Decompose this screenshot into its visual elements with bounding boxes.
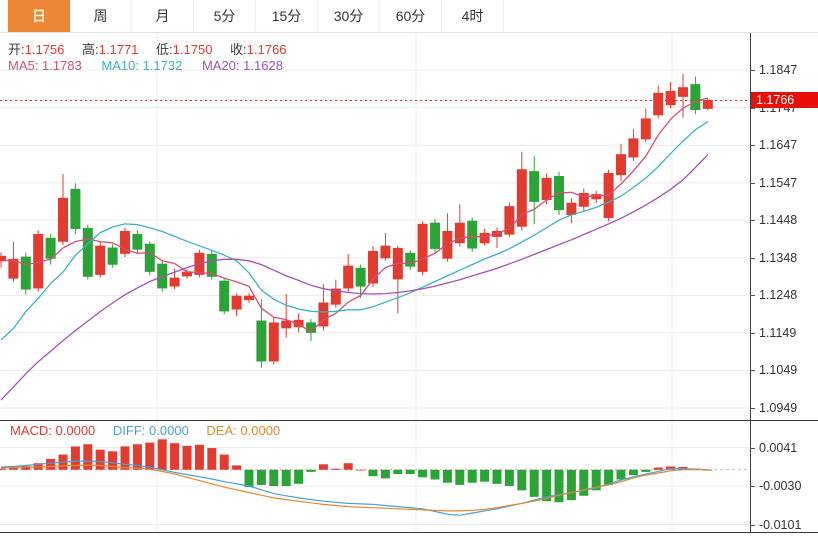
main-y-tick-label: 1.1547 [750,176,797,190]
tab-15min[interactable]: 15分 [256,0,318,32]
low-value: 低:1.1750 [156,42,213,57]
ma-header: MA5: 1.1783 MA10: 1.1732 MA20: 1.1628 [8,58,299,73]
panel-separator [0,420,818,421]
dea-value: DEA: 0.0000 [206,423,281,438]
main-y-tick-label: 1.1647 [750,138,797,152]
macd-y-tick-label: -0.0101 [750,518,801,532]
tab-week[interactable]: 周 [70,0,132,32]
tab-4hour[interactable]: 4时 [442,0,504,32]
open-value: 开:1.1756 [8,42,65,57]
tab-month[interactable]: 月 [132,0,194,32]
macd-y-tick-label: -0.0030 [750,479,801,493]
tab-day[interactable]: 日 [8,0,70,32]
tab-5min[interactable]: 5分 [194,0,256,32]
diff-value: DIFF: 0.0000 [112,423,189,438]
macd-y-tick-label: 0.0041 [750,441,797,455]
close-value: 收:1.1766 [230,42,287,57]
macd-value: MACD: 0.0000 [10,423,96,438]
price-axis-line [750,33,751,532]
main-y-tick-label: 1.1049 [750,363,797,377]
main-y-tick-label: 1.1348 [750,251,797,265]
macd-header: MACD: 0.0000 DIFF: 0.0000 DEA: 0.0000 [10,423,294,438]
tab-60min[interactable]: 60分 [380,0,442,32]
macd-chart[interactable] [0,420,750,532]
ma10-value: MA10: 1.1732 [101,58,183,73]
price-axis: 1.18471.17471.16471.15471.14481.13481.12… [750,0,818,538]
main-y-tick-label: 1.1448 [750,213,797,227]
ma5-value: MA5: 1.1783 [8,58,82,73]
main-y-tick-label: 1.0949 [750,401,797,415]
main-y-tick-label: 1.1248 [750,288,797,302]
main-y-tick-label: 1.1149 [750,326,796,340]
ohlc-header: 开:1.1756 高:1.1771 低:1.1750 收:1.1766 [8,39,300,58]
current-price-badge: 1.1766 [751,92,818,109]
bottom-border [0,532,818,533]
main-candlestick-chart[interactable] [0,33,750,420]
tab-30min[interactable]: 30分 [318,0,380,32]
high-value: 高:1.1771 [82,42,139,57]
main-y-tick-label: 1.1847 [750,63,797,77]
ma20-value: MA20: 1.1628 [201,58,283,73]
tab-bar: 日 周 月 5分 15分 30分 60分 4时 [0,0,818,33]
